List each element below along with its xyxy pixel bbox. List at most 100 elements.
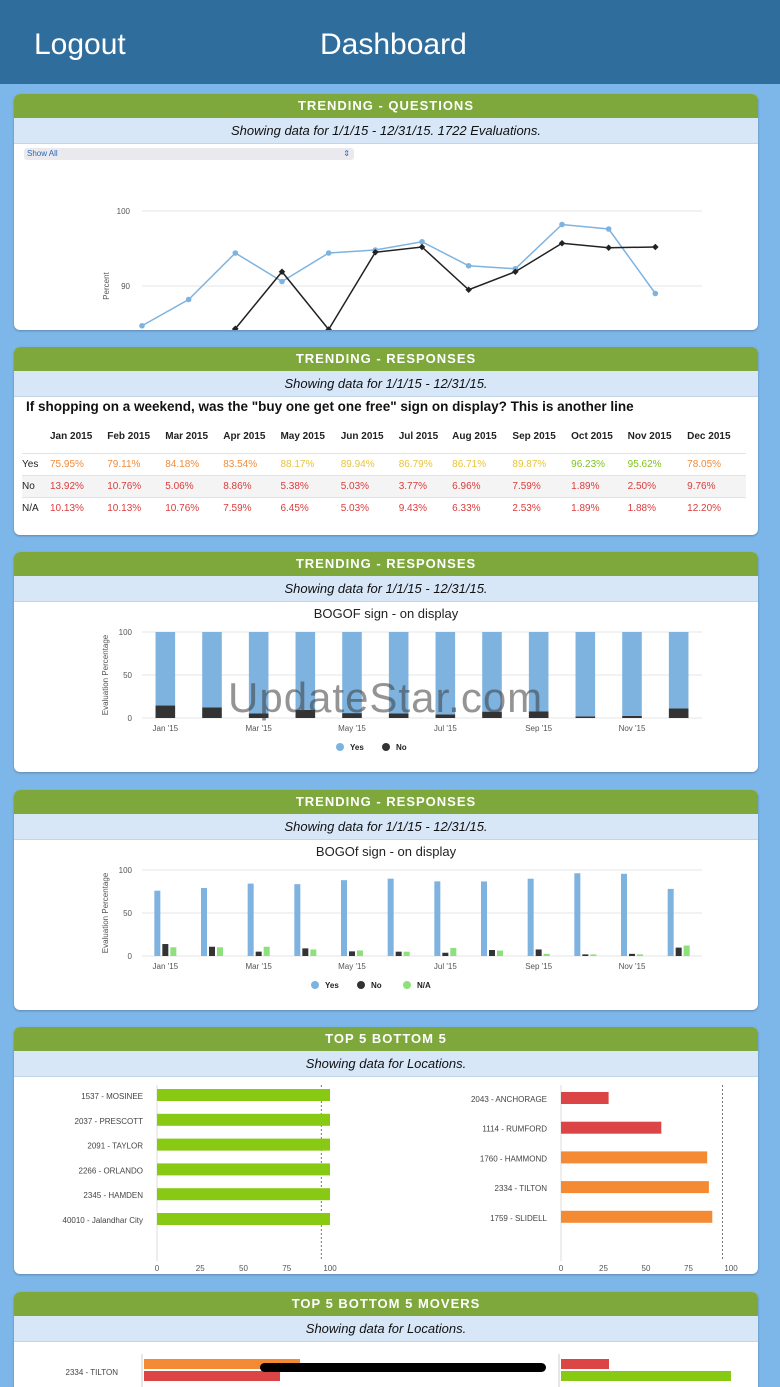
- data-point: [279, 278, 285, 285]
- legend-marker: [336, 743, 344, 751]
- table-cell: 13.92%: [50, 474, 108, 497]
- y-tick-label: 100: [117, 207, 131, 216]
- mover-bar-curr: [561, 1371, 731, 1381]
- trending-responses-grouped-card: TRENDING - RESPONSES Showing data for 1/…: [14, 790, 758, 1010]
- series-line: [141, 223, 656, 327]
- location-bar[interactable]: [561, 1181, 709, 1194]
- card-subtitle: Showing data for Locations.: [14, 1316, 758, 1342]
- bar-na: [217, 947, 223, 956]
- table-cell: 10.76%: [107, 474, 166, 497]
- trending-responses-stacked-card: TRENDING - RESPONSES Showing data for 1/…: [14, 552, 758, 772]
- location-bar[interactable]: [561, 1210, 713, 1223]
- card-title: TOP 5 BOTTOM 5: [14, 1027, 758, 1051]
- home-indicator[interactable]: [260, 1363, 546, 1372]
- month-header: Aug 2015: [452, 431, 497, 442]
- legend-entry[interactable]: N/A: [417, 981, 431, 990]
- series-filter-value: Show All: [27, 149, 58, 158]
- location-bar[interactable]: [561, 1121, 662, 1134]
- data-point: [652, 243, 659, 251]
- top5-bottom5-card: TOP 5 BOTTOM 5 Showing data for Location…: [14, 1027, 758, 1274]
- table-corner: [22, 427, 50, 453]
- legend-entry[interactable]: Yes: [325, 981, 339, 990]
- trending-responses-table-card: TRENDING - RESPONSES Showing data for 1/…: [14, 347, 758, 535]
- card-title: TRENDING - QUESTIONS: [14, 94, 758, 118]
- bar-yes: [155, 632, 176, 706]
- x-tick-label: Sep '15: [525, 962, 552, 971]
- location-bar[interactable]: [157, 1213, 330, 1225]
- legend-marker: [382, 743, 390, 751]
- location-bar[interactable]: [157, 1089, 330, 1101]
- data-point: [652, 290, 659, 297]
- category-label: 2345 - HAMDEN: [83, 1191, 143, 1200]
- category-label: 1537 - MOSINEE: [81, 1092, 143, 1101]
- bar-na: [403, 951, 410, 956]
- x-tick-label: Jul '15: [434, 724, 457, 733]
- bar-yes: [622, 632, 642, 716]
- bar-yes: [247, 883, 254, 956]
- category-label: 2266 - ORLANDO: [79, 1166, 143, 1175]
- table-cell: 1.89%: [571, 474, 628, 497]
- bar-no: [482, 711, 502, 718]
- legend-entry[interactable]: Yes: [350, 743, 364, 752]
- bar-no: [302, 948, 309, 956]
- bar-na: [263, 946, 270, 956]
- table-cell: 5.38%: [280, 474, 341, 497]
- location-bar[interactable]: [157, 1188, 330, 1201]
- bar-no: [395, 951, 402, 956]
- bar-no: [622, 715, 642, 718]
- month-header: Mar 2015: [165, 431, 209, 442]
- x-tick-label: Mar '15: [245, 724, 272, 733]
- bar-no: [442, 952, 449, 956]
- location-bar[interactable]: [561, 1092, 609, 1104]
- card-subtitle: Showing data for 1/1/15 - 12/31/15. 1722…: [14, 118, 758, 144]
- table-cell: 79.11%: [107, 452, 166, 475]
- table-cell: 78.05%: [687, 452, 746, 475]
- legend-entry[interactable]: No: [371, 981, 382, 990]
- table-row: No 13.92% 10.76% 5.06% 8.86% 5.38% 5.03% 3.77% 6…: [22, 474, 746, 497]
- legend-marker: [403, 981, 411, 989]
- y-axis-label: Percent: [102, 271, 111, 299]
- y-tick-label: 100: [119, 628, 133, 637]
- x-tick-label: 100: [323, 1264, 337, 1273]
- month-header: Nov 2015: [627, 431, 672, 442]
- location-bar[interactable]: [157, 1113, 330, 1126]
- category-label: 1760 - HAMMOND: [480, 1154, 547, 1163]
- month-header: Apr 2015: [223, 431, 266, 442]
- bar-yes: [434, 881, 441, 956]
- location-bar[interactable]: [561, 1151, 708, 1164]
- table-row: N/A 10.13% 10.13% 10.76% 7.59% 6.45% 5.03% 9.43…: [22, 496, 746, 519]
- row-label: N/A: [22, 496, 50, 519]
- grouped-bar-chart: 100 50 0 Evaluation Percentage Jan '15 Mar '1…: [101, 866, 702, 990]
- category-label: 2037 - PRESCOTT: [75, 1117, 144, 1126]
- location-bar[interactable]: [157, 1163, 330, 1176]
- bar-no: [248, 713, 269, 718]
- y-tick-label: 90: [121, 282, 130, 291]
- table-cell: 6.33%: [452, 496, 513, 519]
- table-cell: 1.88%: [627, 496, 688, 519]
- card-title: TRENDING - RESPONSES: [14, 347, 758, 371]
- data-point: [278, 268, 286, 276]
- bar-yes: [575, 632, 596, 717]
- y-axis-label: Evaluation Percentage: [101, 634, 110, 715]
- bar-yes: [294, 884, 301, 956]
- y-axis-label: Evaluation Percentage: [101, 872, 110, 953]
- bar-no: [575, 716, 596, 718]
- bar-no: [342, 713, 362, 718]
- bar-na: [590, 954, 597, 956]
- bar-na: [543, 953, 550, 956]
- bar-yes: [528, 632, 549, 712]
- bar-no: [349, 951, 355, 956]
- data-point: [325, 326, 332, 330]
- location-bar[interactable]: [157, 1138, 330, 1151]
- legend-entry[interactable]: No: [396, 743, 407, 752]
- series-filter-select[interactable]: Show All ⇕: [24, 148, 354, 160]
- table-cell: 86.79%: [398, 452, 453, 475]
- bar-no: [255, 951, 262, 956]
- card-subtitle: Showing data for Locations.: [14, 1051, 758, 1077]
- table-cell: 7.59%: [512, 474, 572, 497]
- logout-button[interactable]: Logout: [34, 28, 126, 61]
- x-tick-label: Jan '15: [153, 962, 179, 971]
- table-cell: 96.23%: [571, 452, 628, 475]
- month-header: Feb 2015: [107, 431, 151, 442]
- table-cell: 12.20%: [687, 496, 746, 519]
